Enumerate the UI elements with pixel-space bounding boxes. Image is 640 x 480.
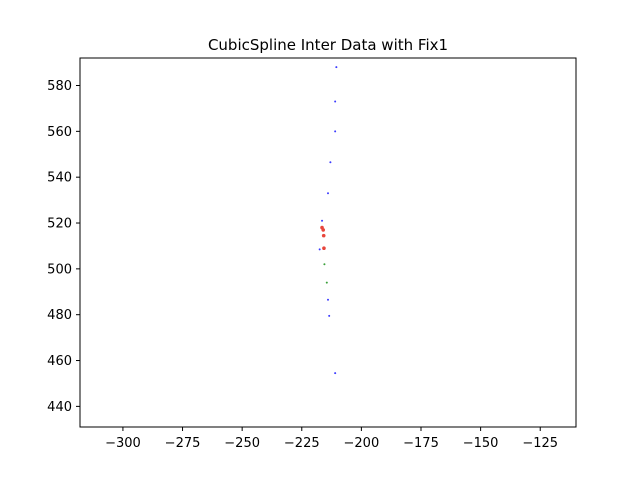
data-point [321,233,326,238]
x-tick-label: −300 [105,436,141,451]
x-axis: −300 −275 −250 −225 −200 −175 −150 −125 [105,427,558,451]
x-tick-label: −150 [463,436,499,451]
data-point [327,192,329,195]
x-tick-label: −275 [165,436,201,451]
y-tick-label: 580 [47,79,72,94]
x-tick-label: −250 [224,436,260,451]
chart-title: CubicSpline Inter Data with Fix1 [208,36,448,54]
data-point [325,281,328,284]
data-point [321,228,326,232]
data-point [334,130,337,133]
data-point [323,263,326,266]
y-tick-label: 460 [47,354,72,369]
data-point [334,100,337,103]
y-tick-label: 540 [47,171,72,186]
y-tick-label: 440 [47,400,72,415]
y-tick-label: 480 [47,308,72,323]
x-tick-label: −200 [344,436,380,451]
data-point [321,219,324,222]
data-point [329,161,332,164]
data-points [318,66,338,375]
data-point [335,66,338,69]
y-axis: 440 460 480 500 520 540 560 580 [47,79,80,415]
x-tick-label: −175 [403,436,439,451]
data-point [322,246,326,251]
data-point [328,314,331,317]
plot-frame [79,57,577,428]
y-tick-label: 500 [47,262,72,277]
x-tick-label: −125 [522,436,558,451]
y-tick-label: 560 [47,125,72,140]
data-point [327,298,329,301]
y-tick-label: 520 [47,217,72,232]
x-tick-label: −225 [284,436,320,451]
data-point [318,248,321,251]
data-point [334,372,337,375]
